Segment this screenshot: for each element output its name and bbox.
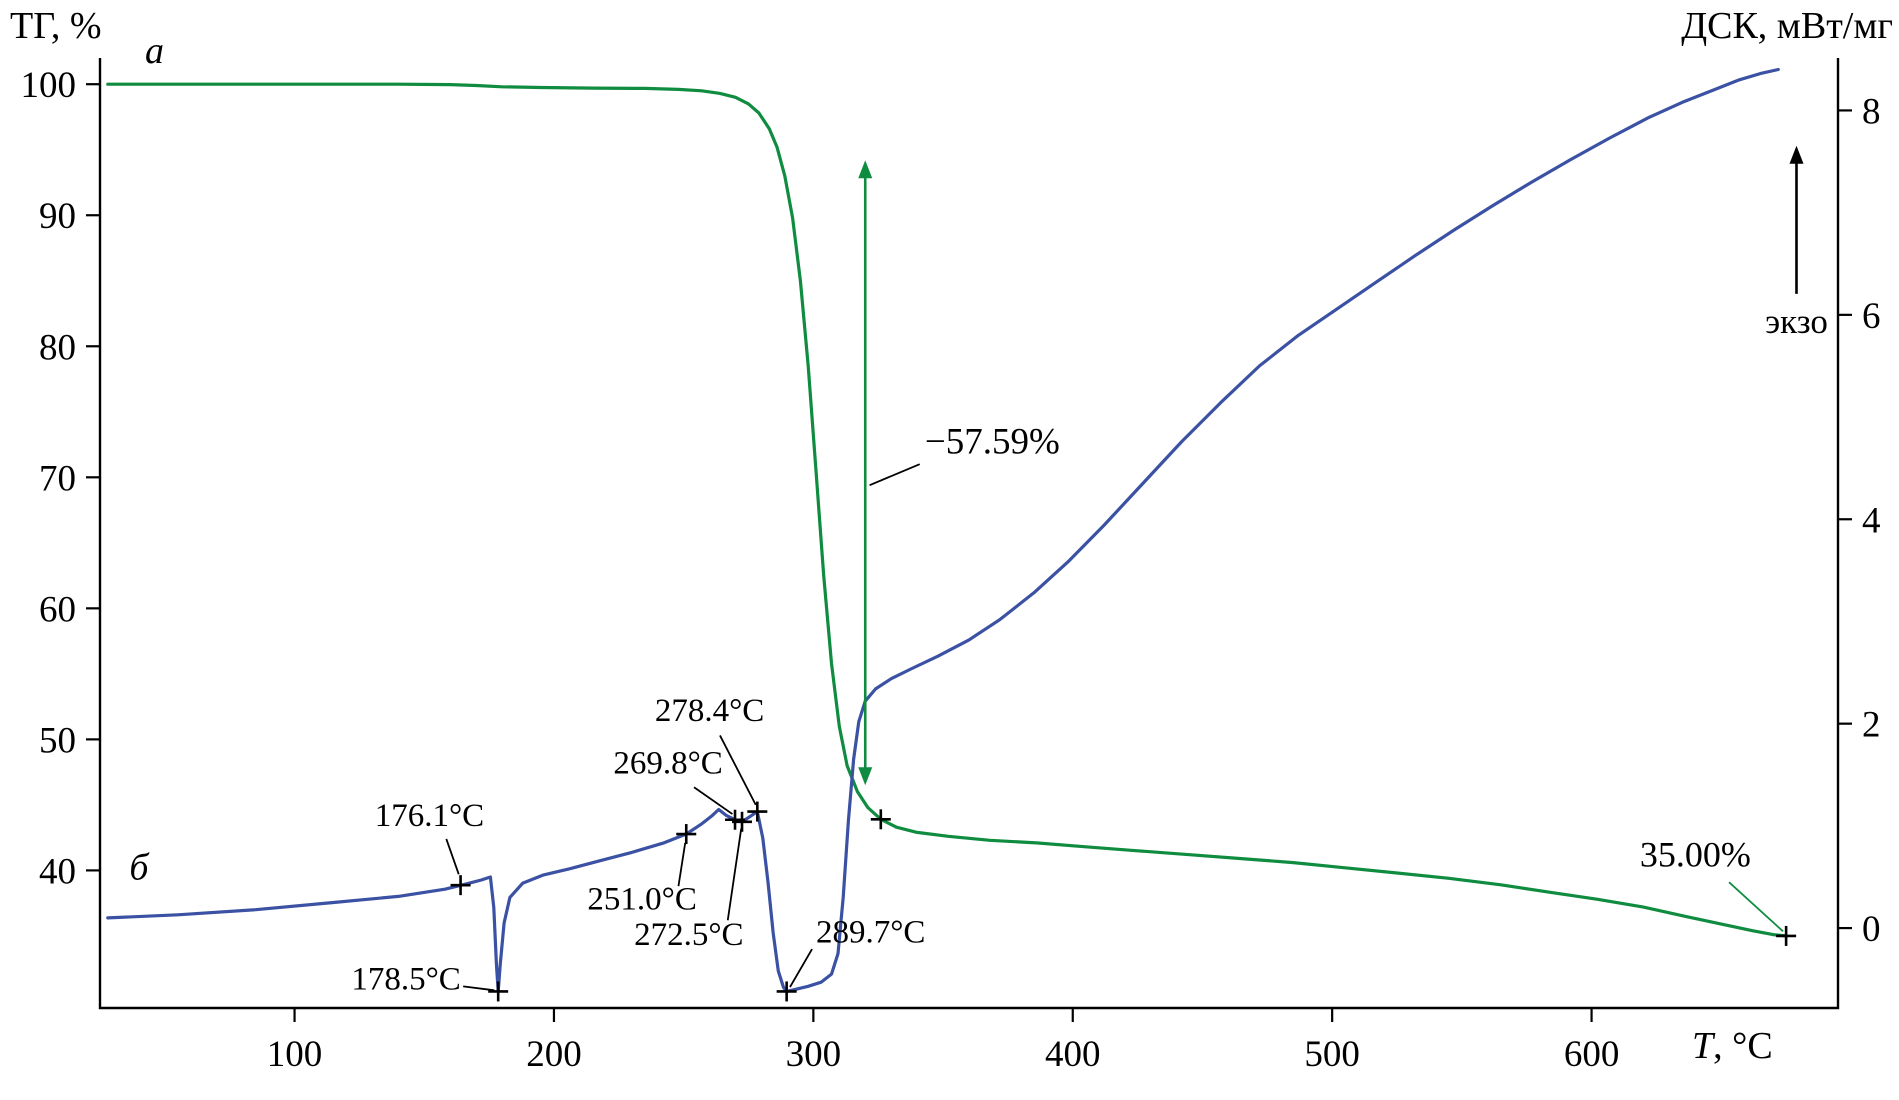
annotation-t289: 289.7°C (816, 914, 925, 950)
data-marker (747, 801, 768, 822)
leader-t176 (445, 838, 460, 875)
x-tick-label: 500 (1304, 1034, 1360, 1075)
annotation-t178: 178.5°C (351, 962, 460, 998)
y-left-tick-label: 40 (39, 851, 76, 892)
annotation-t278: 278.4°C (655, 693, 764, 729)
annotation-exo: экзо (1765, 302, 1828, 341)
mass-loss-arrow (858, 160, 873, 786)
data-marker (870, 809, 891, 830)
annotation-curve-b: б (129, 847, 150, 889)
leader-t289 (789, 948, 813, 988)
data-marker (776, 981, 797, 1002)
annotation-mass-loss: −57.59% (925, 422, 1060, 463)
x-tick-label: 600 (1564, 1034, 1620, 1075)
exo-arrow (1789, 145, 1804, 294)
left-axis-title: ТГ, % (10, 5, 102, 47)
x-tick-label: 300 (786, 1034, 842, 1075)
y-right-tick-label: 6 (1862, 296, 1881, 337)
annotation-t272: 272.5°C (634, 917, 743, 953)
y-left-tick-label: 80 (39, 327, 76, 368)
tg-curve (106, 82, 1788, 938)
leader-mass-loss (869, 463, 921, 487)
data-marker (676, 824, 697, 845)
y-left-tick-label: 100 (21, 65, 77, 106)
data-marker (450, 875, 471, 896)
x-tick-label: 400 (1045, 1034, 1101, 1075)
annotation-t176: 176.1°C (375, 798, 484, 834)
y-right-tick-label: 2 (1862, 705, 1881, 746)
y-left-tick-label: 90 (39, 196, 76, 237)
y-left-tick-label: 50 (39, 720, 76, 761)
data-marker (732, 811, 753, 832)
x-tick-label: 100 (267, 1034, 323, 1075)
x-tick-label: 200 (526, 1034, 582, 1075)
leader-t269 (693, 786, 733, 815)
dsc-curve (106, 67, 1780, 993)
annotation-residual: 35.00% (1640, 834, 1751, 874)
leader-t251 (677, 842, 687, 887)
annotation-curve-a: а (145, 30, 164, 72)
x-axis-title-symbol: T (1692, 1025, 1714, 1067)
leader-t272 (726, 828, 743, 921)
y-left-tick-label: 60 (39, 589, 76, 630)
axes-frame (98, 58, 1840, 1010)
x-axis-title-unit: , °C (1713, 1025, 1773, 1067)
y-left-tick-label: 70 (39, 458, 76, 499)
annotation-t269: 269.8°C (613, 745, 722, 781)
y-right-tick-label: 0 (1862, 909, 1881, 950)
annotation-t251: 251.0°C (587, 882, 696, 918)
leader-residual (1728, 881, 1784, 933)
y-right-tick-label: 8 (1862, 91, 1881, 132)
data-marker (1776, 925, 1797, 946)
leader-t278 (719, 735, 757, 806)
y-right-tick-label: 4 (1862, 500, 1881, 541)
right-axis-title: ДСК, мВт/мг (1681, 5, 1893, 47)
leader-t178 (463, 985, 495, 992)
x-axis-title: T, °C (1692, 1024, 1773, 1068)
data-marker (488, 981, 509, 1002)
